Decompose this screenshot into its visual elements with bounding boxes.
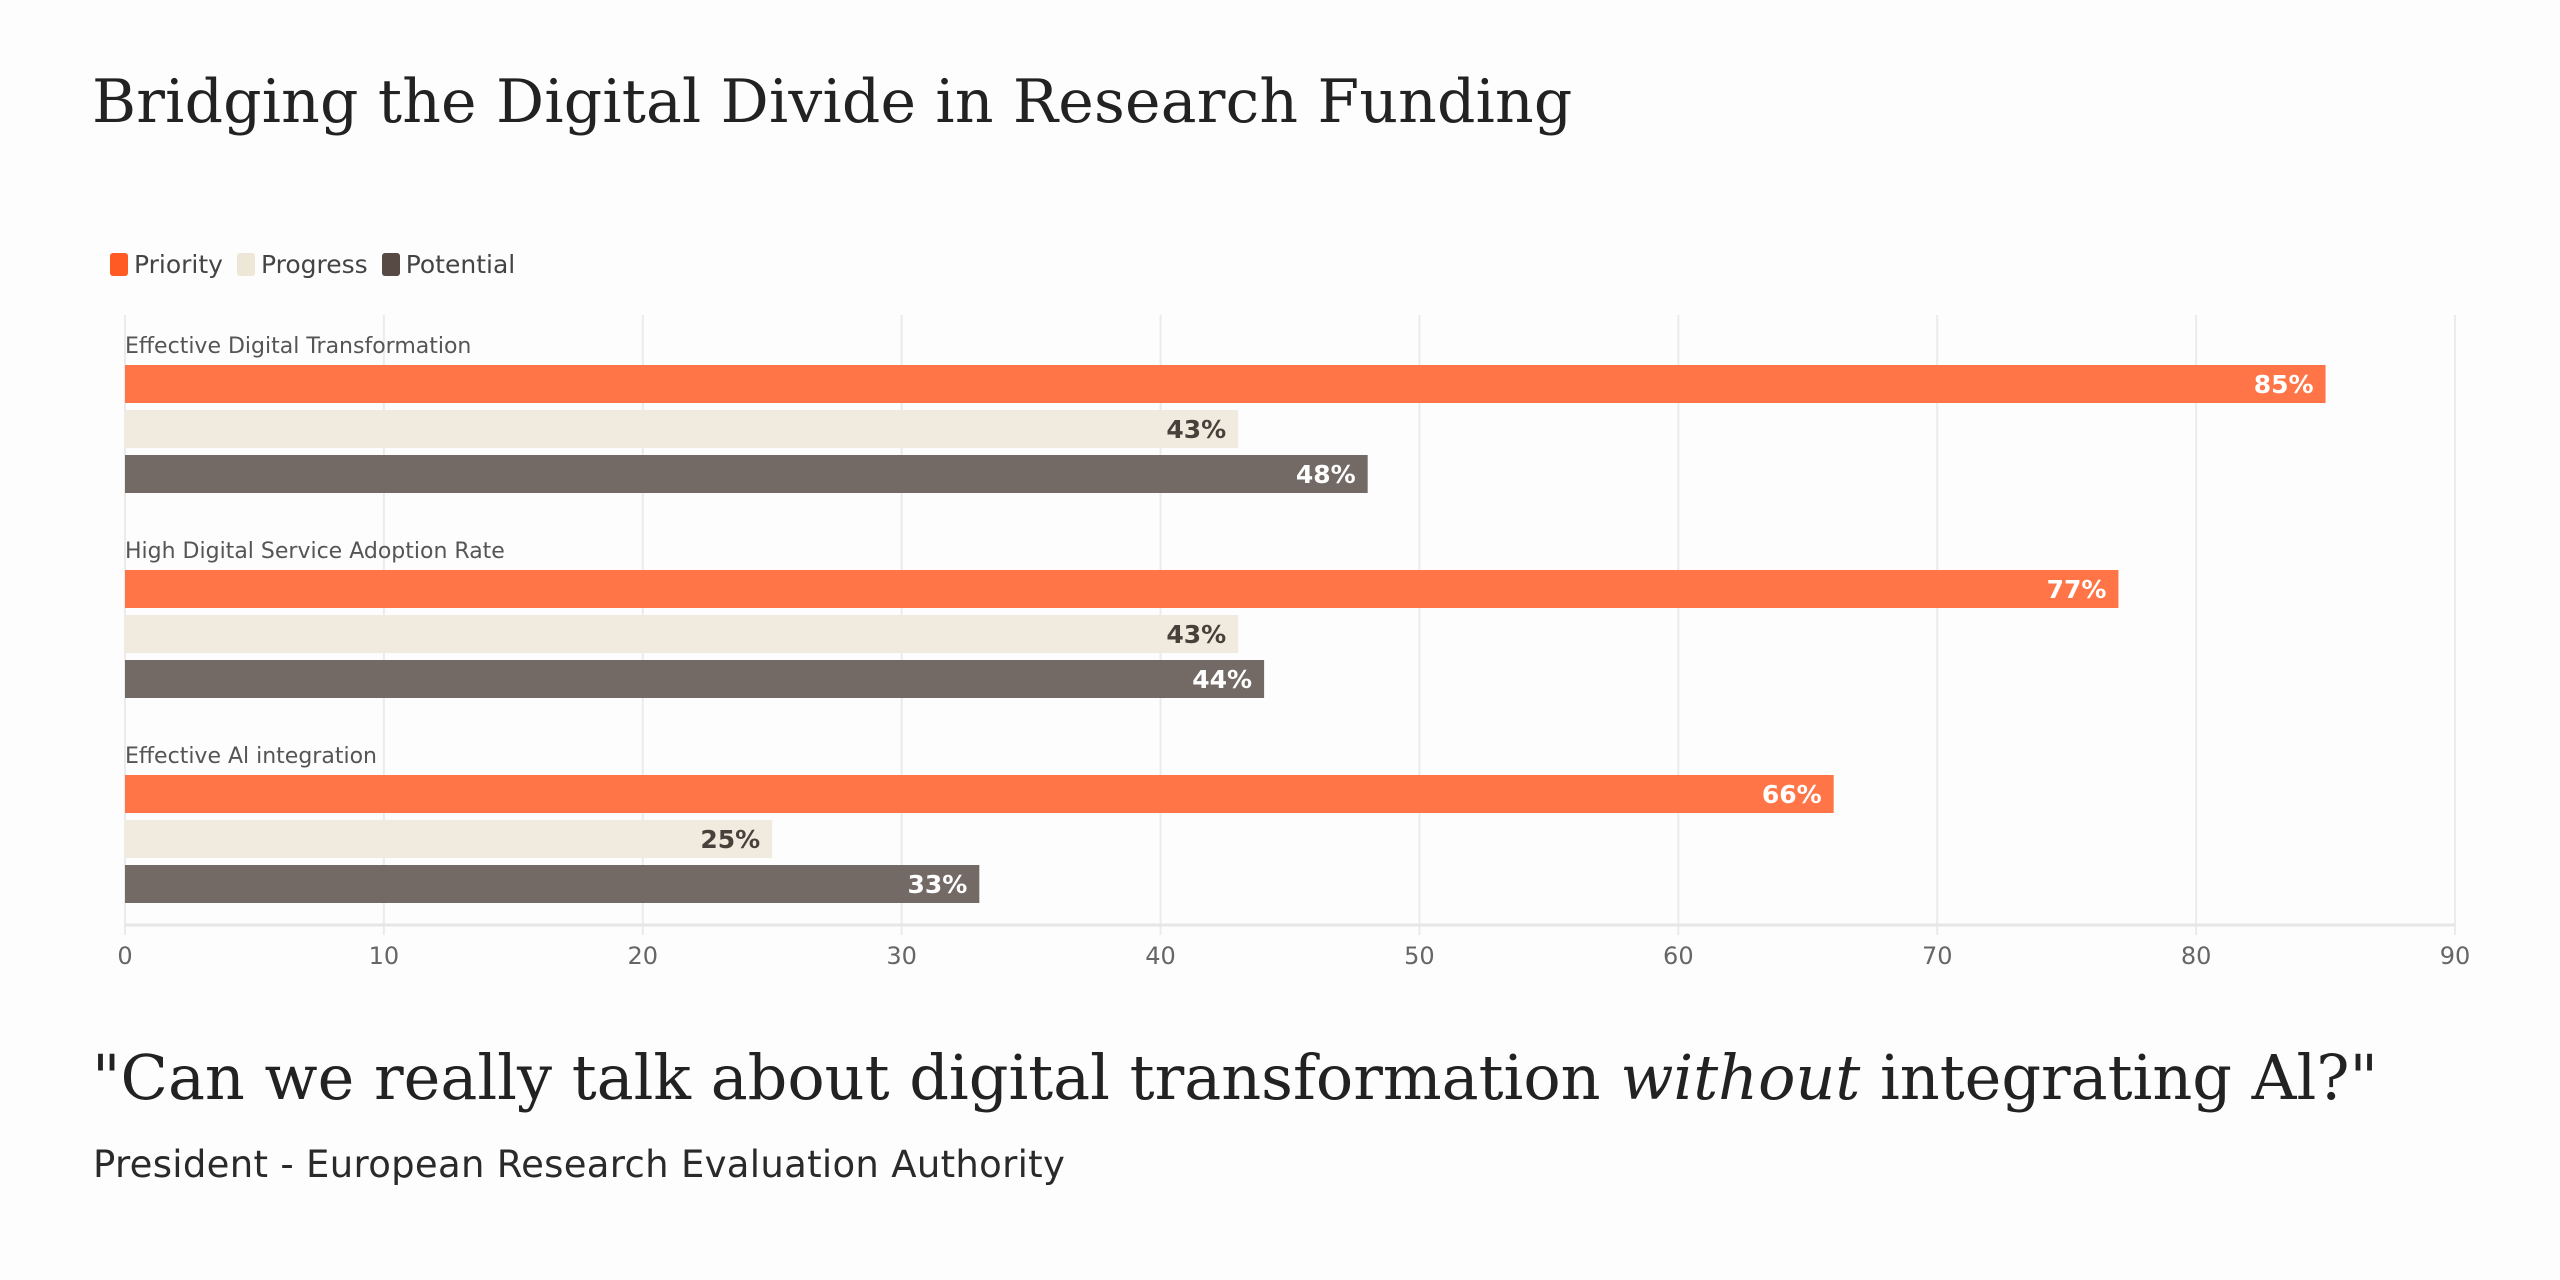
quote: "Can we really talk about digital transf… bbox=[92, 1036, 2378, 1120]
category-label: High Digital Service Adoption Rate bbox=[125, 539, 505, 564]
x-tick-label: 40 bbox=[1145, 942, 1176, 970]
bar-value-label: 85% bbox=[2254, 370, 2314, 399]
quote-emphasis: without bbox=[1620, 1041, 1861, 1114]
legend-swatch-progress bbox=[236, 253, 255, 276]
x-tick-label: 30 bbox=[886, 942, 917, 970]
category-label: Effective Digital Transformation bbox=[125, 334, 471, 359]
legend-label-potential: Potential bbox=[405, 250, 516, 279]
bar-potential[interactable] bbox=[125, 865, 980, 903]
x-tick-label: 80 bbox=[2181, 942, 2212, 970]
labels: Effective Digital Transformation 85% 43% 48… bbox=[125, 334, 2314, 899]
quote-text-after: integrating Al?" bbox=[1860, 1041, 2379, 1114]
bar-chart: Effective Digital Transformation 85% 43% 48… bbox=[117, 315, 2471, 970]
bar-potential[interactable] bbox=[125, 660, 1265, 698]
x-tick-label: 20 bbox=[628, 942, 659, 970]
bar-value-label: 48% bbox=[1296, 460, 1356, 489]
x-axis: 0 10 20 30 40 50 60 70 80 90 bbox=[117, 923, 2471, 970]
legend-label-progress: Progress bbox=[260, 250, 368, 279]
bar-priority[interactable] bbox=[125, 570, 2119, 608]
category-label: Effective Al integration bbox=[125, 744, 377, 769]
bar-value-label: 44% bbox=[1192, 665, 1252, 694]
bar-value-label: 66% bbox=[1762, 780, 1822, 809]
x-tick-label: 10 bbox=[369, 942, 400, 970]
x-tick-label: 50 bbox=[1404, 942, 1435, 970]
bar-value-label: 43% bbox=[1166, 415, 1226, 444]
chart-legend: Priority Progress Potential bbox=[110, 250, 515, 279]
x-tick-label: 70 bbox=[1922, 942, 1953, 970]
x-tick-label: 0 bbox=[117, 942, 132, 970]
legend-item-progress[interactable]: Progress bbox=[236, 250, 368, 279]
bar-progress[interactable] bbox=[125, 820, 773, 858]
bar-priority[interactable] bbox=[125, 775, 1834, 813]
bar-progress[interactable] bbox=[125, 615, 1239, 653]
quote-text-before: "Can we really talk about digital transf… bbox=[92, 1041, 1621, 1114]
x-tick-label: 90 bbox=[2440, 942, 2471, 970]
bar-potential[interactable] bbox=[125, 455, 1368, 493]
legend-item-priority[interactable]: Priority bbox=[110, 250, 223, 279]
bar-value-label: 43% bbox=[1166, 620, 1226, 649]
x-tick-label: 60 bbox=[1663, 942, 1694, 970]
legend-item-potential[interactable]: Potential bbox=[381, 250, 516, 279]
bars bbox=[125, 365, 2326, 903]
bar-priority[interactable] bbox=[125, 365, 2326, 403]
legend-swatch-potential bbox=[381, 253, 400, 276]
bar-value-label: 33% bbox=[907, 870, 967, 899]
bar-value-label: 77% bbox=[2047, 575, 2107, 604]
bar-progress[interactable] bbox=[125, 410, 1239, 448]
legend-swatch-priority bbox=[110, 253, 128, 276]
bar-value-label: 25% bbox=[700, 825, 760, 854]
quote-attribution: President - European Research Evaluation… bbox=[93, 1143, 1066, 1186]
legend-label-priority: Priority bbox=[134, 250, 223, 279]
chart-title: Bridging the Digital Divide in Research … bbox=[92, 67, 1573, 137]
